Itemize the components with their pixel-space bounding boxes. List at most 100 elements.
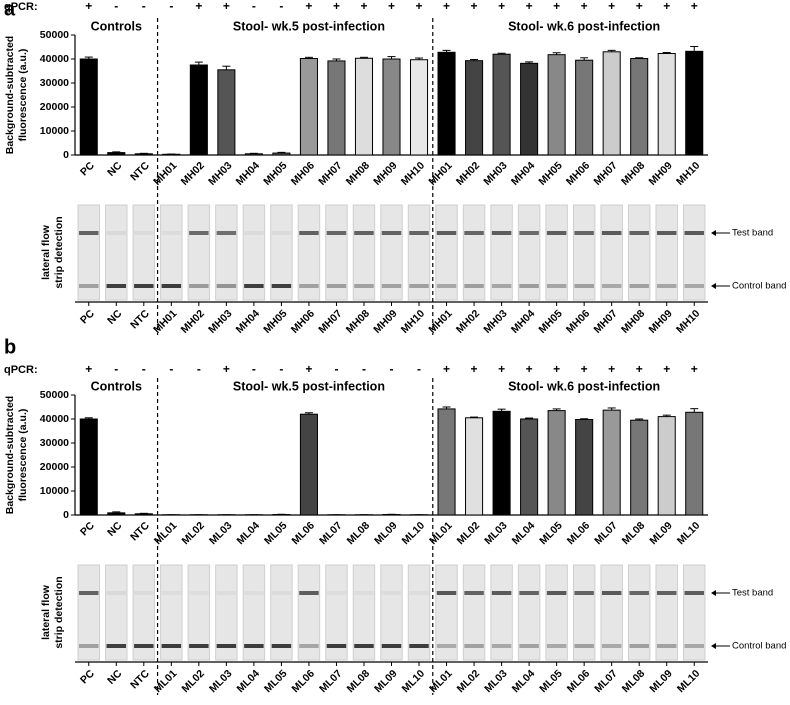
x-tick-label: MH01 — [151, 159, 179, 187]
x-tick-label: MH09 — [647, 159, 675, 187]
bar — [327, 60, 346, 156]
strip-tick-label: NTC — [128, 307, 152, 331]
strip-tick-label: NC — [105, 667, 125, 687]
test-band — [464, 591, 484, 595]
x-tick-label: NTC — [128, 159, 152, 183]
strip — [517, 564, 541, 661]
control-band — [464, 644, 484, 648]
qpcr-sign: + — [305, 362, 312, 376]
test-band — [299, 591, 319, 595]
strip-tick-label: NTC — [128, 667, 152, 691]
strip-tick-label: MH08 — [344, 307, 372, 335]
qpcr-sign: + — [85, 0, 92, 13]
strip — [462, 564, 486, 661]
control-band — [79, 284, 99, 288]
qpcr-sign: + — [498, 0, 505, 13]
strip — [187, 564, 211, 661]
bar — [465, 60, 484, 156]
test-band — [326, 231, 347, 235]
y-axis-label: fluorescence (a.u.) — [17, 409, 29, 502]
test-band — [271, 231, 292, 235]
strip — [242, 564, 266, 661]
control-band — [409, 284, 429, 288]
control-band — [354, 284, 374, 288]
strip — [325, 564, 348, 661]
control-band — [684, 644, 704, 648]
strip-tick-label: ML03 — [482, 667, 510, 695]
control-band — [161, 644, 182, 648]
strip — [215, 564, 238, 661]
band-label: Test band — [732, 228, 773, 239]
y-axis-label: Background-subtracted — [4, 36, 16, 154]
x-tick-label: ML08 — [345, 519, 373, 547]
test-band — [601, 591, 622, 595]
strip-tick-label: MH06 — [289, 307, 317, 335]
qpcr-sign: + — [691, 362, 698, 376]
x-tick-label: MH05 — [261, 159, 289, 187]
bar — [602, 409, 621, 516]
test-band — [326, 591, 347, 595]
test-band — [271, 591, 292, 595]
y-tick-label: 30000 — [40, 437, 69, 449]
test-band — [464, 231, 484, 235]
qpcr-sign: - — [390, 362, 394, 376]
control-band — [216, 644, 237, 648]
x-tick-label: PC — [78, 519, 97, 538]
y-tick-label: 0 — [63, 149, 69, 161]
control-band — [299, 644, 319, 648]
strip-tick-label: ML09 — [372, 667, 400, 695]
qpcr-sign: - — [417, 362, 421, 376]
strip-tick-label: ML08 — [345, 667, 373, 695]
x-tick-label: ML06 — [565, 519, 593, 547]
qpcr-sign: + — [498, 362, 505, 376]
strip — [297, 204, 321, 301]
bar — [630, 419, 649, 516]
x-tick-label: MH09 — [371, 159, 399, 187]
strip — [380, 564, 403, 661]
qpcr-sign: + — [223, 0, 230, 13]
x-tick-label: MH03 — [206, 159, 234, 187]
strip — [77, 204, 100, 301]
group-label: Stool- wk.6 post-infection — [508, 379, 660, 393]
strip — [352, 564, 376, 661]
y-axis-label: Background-subtracted — [4, 396, 16, 514]
x-tick-label: ML10 — [675, 519, 703, 547]
test-band — [629, 231, 649, 235]
control-band — [271, 644, 292, 648]
qpcr-sign: + — [333, 0, 340, 13]
control-band — [106, 284, 127, 288]
strip — [490, 204, 513, 301]
test-band — [519, 591, 539, 595]
control-band — [106, 644, 127, 648]
bar — [107, 512, 126, 516]
qpcr-sign: + — [195, 0, 202, 13]
qpcr-sign: - — [197, 362, 201, 376]
x-tick-label: MH06 — [564, 159, 592, 187]
test-band — [189, 231, 209, 235]
strip — [160, 564, 183, 661]
strip-tick-label: ML05 — [537, 667, 565, 695]
strip-label: lateral flow — [40, 224, 52, 280]
bar — [685, 411, 704, 516]
bar — [354, 57, 374, 156]
strip-tick-label: ML10 — [675, 667, 703, 695]
strip-tick-label: ML03 — [207, 667, 235, 695]
y-tick-label: 10000 — [40, 485, 69, 497]
bar — [217, 69, 236, 156]
test-band — [491, 591, 512, 595]
qpcr-sign: + — [663, 362, 670, 376]
control-band — [216, 284, 237, 288]
control-band — [519, 644, 539, 648]
x-tick-label: NTC — [128, 519, 152, 543]
strip — [297, 564, 321, 661]
x-tick-label: ML07 — [317, 519, 345, 547]
bar — [575, 59, 594, 156]
qpcr-sign: + — [553, 362, 560, 376]
strip — [545, 564, 568, 661]
test-band — [409, 591, 429, 595]
test-band — [354, 591, 374, 595]
group-label: Controls — [91, 379, 142, 393]
qpcr-sign: + — [636, 0, 643, 13]
strip — [517, 204, 541, 301]
control-band — [326, 644, 347, 648]
